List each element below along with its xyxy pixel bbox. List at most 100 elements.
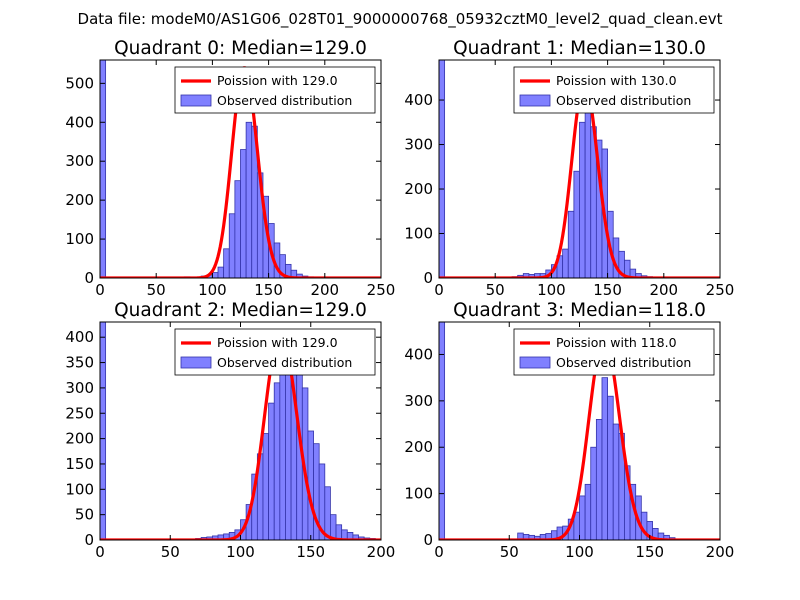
y-tick-label: 0 (423, 269, 433, 287)
x-tick-label: 200 (706, 543, 735, 561)
histogram-bar (268, 402, 275, 540)
x-tick-label: 0 (434, 543, 444, 561)
histogram-bar (601, 377, 608, 540)
legend-bar-swatch (180, 94, 212, 107)
y-tick-label: 500 (65, 74, 94, 92)
panels: Quadrant 0: Median=129.0 0 50 100 150 200 250 0… (65, 38, 734, 561)
panel-title: Quadrant 0: Median=129.0 (114, 38, 367, 59)
x-tick-label: 250 (367, 281, 396, 299)
y-tick-label: 400 (404, 91, 433, 109)
x-tick-label: 200 (649, 281, 678, 299)
histogram-bar (217, 266, 225, 278)
y-tick-label: 400 (65, 113, 94, 131)
legend-bar-swatch (180, 356, 212, 369)
y-tick-label: 300 (404, 392, 433, 410)
x-tick-label: 100 (226, 543, 255, 561)
panel-0: Quadrant 0: Median=129.0 0 50 100 150 200 250 0… (65, 38, 395, 299)
panel-title: Quadrant 3: Median=118.0 (453, 300, 706, 321)
legend-curve-label: Poission with 129.0 (217, 73, 338, 88)
x-tick-label: 50 (147, 281, 166, 299)
histogram-bar (330, 514, 337, 540)
y-tick-label: 100 (65, 230, 94, 248)
x-tick-label: 50 (486, 281, 505, 299)
y-tick-label: 250 (65, 404, 94, 422)
y-tick-label: 200 (404, 180, 433, 198)
y-tick-label: 100 (404, 485, 433, 503)
x-tick-label: 200 (367, 543, 396, 561)
histogram-bar (211, 272, 219, 278)
histogram-bar (439, 322, 446, 540)
legend-bar-label: Observed distribution (217, 355, 352, 370)
panel-title: Quadrant 1: Median=130.0 (453, 38, 706, 59)
histogram-bar (100, 60, 107, 278)
x-tick-label: 100 (565, 543, 594, 561)
histogram-bar (573, 170, 580, 278)
legend-bar-label: Observed distribution (217, 93, 352, 108)
legend-curve-label: Poission with 130.0 (556, 73, 677, 88)
figure-suptitle: Data file: modeM0/AS1G06_028T01_90000007… (78, 10, 723, 29)
histogram-bar (273, 382, 281, 540)
histogram-bar (100, 322, 107, 540)
x-tick-label: 150 (254, 281, 283, 299)
legend-box (174, 66, 376, 114)
histogram-bar (595, 419, 603, 540)
histogram-bar (590, 446, 597, 540)
x-tick-label: 150 (635, 543, 664, 561)
histogram-bar (579, 495, 586, 540)
y-tick-label: 0 (423, 531, 433, 549)
x-tick-label: 50 (500, 543, 519, 561)
x-tick-label: 0 (95, 543, 105, 561)
histogram-bar (607, 395, 614, 540)
legend-bar-swatch (519, 356, 551, 369)
histogram-bar (579, 121, 586, 278)
histogram-bar (245, 121, 253, 278)
x-tick-label: 0 (95, 281, 105, 299)
y-tick-label: 300 (404, 136, 433, 154)
histogram-bar (324, 486, 331, 540)
x-tick-label: 0 (434, 281, 444, 299)
y-tick-label: 0 (84, 269, 94, 287)
y-tick-label: 400 (404, 345, 433, 363)
x-tick-label: 250 (706, 281, 735, 299)
histogram-bar (562, 248, 569, 278)
panel-title: Quadrant 2: Median=129.0 (114, 300, 367, 321)
histogram-bar (279, 346, 286, 540)
histogram-bar (262, 433, 270, 540)
y-tick-label: 200 (404, 438, 433, 456)
histogram-bar (240, 149, 247, 278)
axes-frame (99, 59, 382, 279)
x-tick-label: 150 (296, 543, 325, 561)
x-tick-label: 200 (310, 281, 339, 299)
legend-bar-label: Observed distribution (556, 93, 691, 108)
axes-frame (438, 59, 721, 279)
histogram-bar (234, 180, 241, 278)
y-tick-label: 300 (65, 152, 94, 170)
panel-3: Quadrant 3: Median=118.0 0 50 100 150 200 0 100… (404, 300, 734, 561)
legend: Poission with 129.0 Observed distribution (174, 66, 376, 114)
histogram-bar (228, 213, 236, 278)
legend-bar-swatch (519, 94, 551, 107)
x-tick-label: 100 (198, 281, 227, 299)
y-tick-label: 100 (404, 225, 433, 243)
x-tick-label: 50 (161, 543, 180, 561)
histogram-bar (612, 423, 620, 540)
y-tick-label: 50 (75, 506, 94, 524)
y-tick-label: 200 (65, 430, 94, 448)
legend-curve-label: Poission with 129.0 (217, 335, 338, 350)
histogram-bar (584, 108, 592, 278)
histogram-bar (584, 483, 592, 540)
y-tick-label: 100 (65, 480, 94, 498)
plot-area (100, 322, 381, 540)
y-tick-label: 300 (65, 379, 94, 397)
poisson-curve (100, 330, 381, 540)
x-tick-label: 150 (593, 281, 622, 299)
y-tick-label: 150 (65, 455, 94, 473)
y-tick-label: 200 (65, 191, 94, 209)
panel-2: Quadrant 2: Median=129.0 0 50 100 150 200 0 50 1… (65, 300, 395, 561)
histogram-bar (567, 210, 575, 278)
y-tick-label: 0 (84, 531, 94, 549)
histogram-bar (439, 60, 446, 278)
y-tick-label: 400 (65, 328, 94, 346)
legend-bar-label: Observed distribution (556, 355, 691, 370)
